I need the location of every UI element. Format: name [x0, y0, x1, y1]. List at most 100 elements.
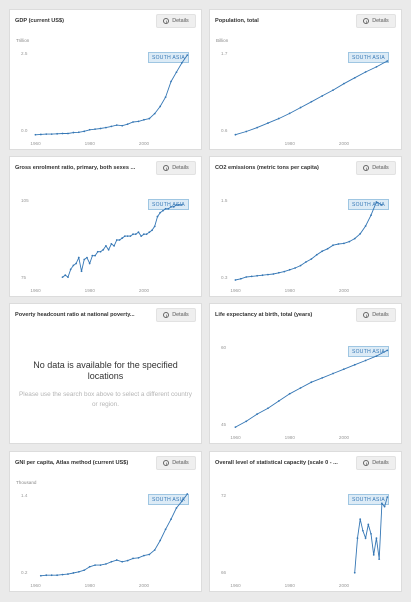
data-point[interactable] — [64, 274, 67, 277]
data-point[interactable] — [153, 225, 156, 228]
data-point[interactable] — [277, 117, 280, 120]
details-button[interactable]: i Details — [356, 456, 396, 470]
data-point[interactable] — [353, 237, 356, 240]
data-point[interactable] — [326, 247, 329, 250]
data-point[interactable] — [77, 570, 80, 573]
data-point[interactable] — [353, 76, 356, 79]
data-point[interactable] — [310, 258, 313, 260]
data-point[interactable] — [129, 235, 132, 238]
data-point[interactable] — [83, 569, 86, 572]
data-point[interactable] — [342, 82, 345, 85]
data-point[interactable] — [124, 235, 126, 238]
data-point[interactable] — [115, 124, 118, 127]
details-button[interactable]: i Details — [156, 308, 196, 322]
data-point[interactable] — [167, 207, 170, 210]
data-point[interactable] — [56, 132, 59, 135]
data-point[interactable] — [310, 381, 313, 384]
data-point[interactable] — [39, 574, 42, 577]
data-point[interactable] — [175, 203, 178, 206]
data-point[interactable] — [380, 204, 383, 206]
data-point[interactable] — [132, 557, 134, 560]
data-point[interactable] — [39, 133, 42, 136]
data-point[interactable] — [267, 273, 269, 276]
data-point[interactable] — [356, 537, 359, 539]
data-point[interactable] — [378, 558, 381, 560]
data-point[interactable] — [164, 528, 167, 531]
data-point[interactable] — [61, 276, 64, 279]
data-point[interactable] — [178, 203, 181, 206]
data-point[interactable] — [80, 270, 83, 273]
data-point[interactable] — [245, 130, 248, 133]
data-point[interactable] — [359, 518, 362, 521]
data-point[interactable] — [239, 277, 242, 280]
data-point[interactable] — [283, 270, 286, 273]
data-point[interactable] — [180, 203, 183, 206]
data-point[interactable] — [256, 274, 259, 277]
data-point[interactable] — [126, 123, 129, 126]
data-point[interactable] — [126, 235, 129, 238]
data-point[interactable] — [121, 237, 124, 239]
data-point[interactable] — [370, 533, 372, 535]
data-point[interactable] — [72, 572, 75, 574]
data-point[interactable] — [386, 496, 389, 499]
data-point[interactable] — [83, 130, 86, 133]
data-point[interactable] — [142, 554, 145, 557]
data-point[interactable] — [375, 201, 378, 203]
data-point[interactable] — [380, 502, 383, 505]
data-point[interactable] — [137, 231, 140, 234]
data-point[interactable] — [159, 211, 162, 214]
data-point[interactable] — [267, 122, 269, 124]
data-point[interactable] — [342, 368, 345, 371]
data-point[interactable] — [72, 131, 75, 134]
data-point[interactable] — [121, 124, 124, 127]
region-tag[interactable]: SOUTH ASIA — [147, 52, 189, 63]
data-point[interactable] — [375, 537, 378, 539]
details-button[interactable]: i Details — [156, 14, 196, 28]
data-point[interactable] — [67, 132, 69, 135]
data-point[interactable] — [288, 268, 291, 271]
data-point[interactable] — [180, 61, 183, 64]
data-point[interactable] — [175, 507, 178, 509]
data-point[interactable] — [164, 207, 167, 210]
region-tag[interactable]: SOUTH ASIA — [347, 494, 389, 505]
data-point[interactable] — [137, 120, 140, 123]
data-point[interactable] — [50, 574, 53, 577]
data-point[interactable] — [353, 571, 356, 574]
data-point[interactable] — [145, 233, 148, 236]
data-point[interactable] — [305, 261, 307, 263]
data-point[interactable] — [94, 564, 96, 567]
data-point[interactable] — [88, 128, 91, 131]
data-point[interactable] — [386, 349, 389, 352]
data-point[interactable] — [77, 256, 80, 259]
data-point[interactable] — [148, 117, 151, 120]
data-point[interactable] — [277, 400, 280, 402]
data-point[interactable] — [94, 128, 96, 131]
data-point[interactable] — [261, 274, 264, 277]
data-point[interactable] — [153, 549, 156, 551]
data-point[interactable] — [107, 248, 110, 251]
data-point[interactable] — [110, 243, 113, 245]
data-point[interactable] — [234, 133, 237, 136]
data-point[interactable] — [234, 426, 237, 429]
details-button[interactable]: i Details — [356, 161, 396, 175]
data-point[interactable] — [105, 126, 107, 129]
data-point[interactable] — [56, 574, 59, 577]
data-point[interactable] — [75, 262, 78, 265]
data-point[interactable] — [367, 523, 370, 526]
data-point[interactable] — [342, 242, 345, 245]
data-point[interactable] — [267, 407, 269, 410]
region-tag[interactable]: SOUTH ASIA — [147, 494, 189, 505]
details-button[interactable]: i Details — [156, 456, 196, 470]
data-point[interactable] — [256, 413, 259, 415]
data-point[interactable] — [164, 96, 167, 99]
data-point[interactable] — [148, 231, 151, 234]
data-point[interactable] — [364, 225, 367, 227]
data-point[interactable] — [99, 250, 102, 253]
data-point[interactable] — [170, 80, 172, 83]
data-point[interactable] — [86, 256, 88, 259]
data-point[interactable] — [148, 553, 151, 556]
data-point[interactable] — [67, 573, 69, 575]
data-point[interactable] — [77, 131, 80, 134]
data-point[interactable] — [386, 60, 389, 62]
data-point[interactable] — [315, 253, 318, 256]
